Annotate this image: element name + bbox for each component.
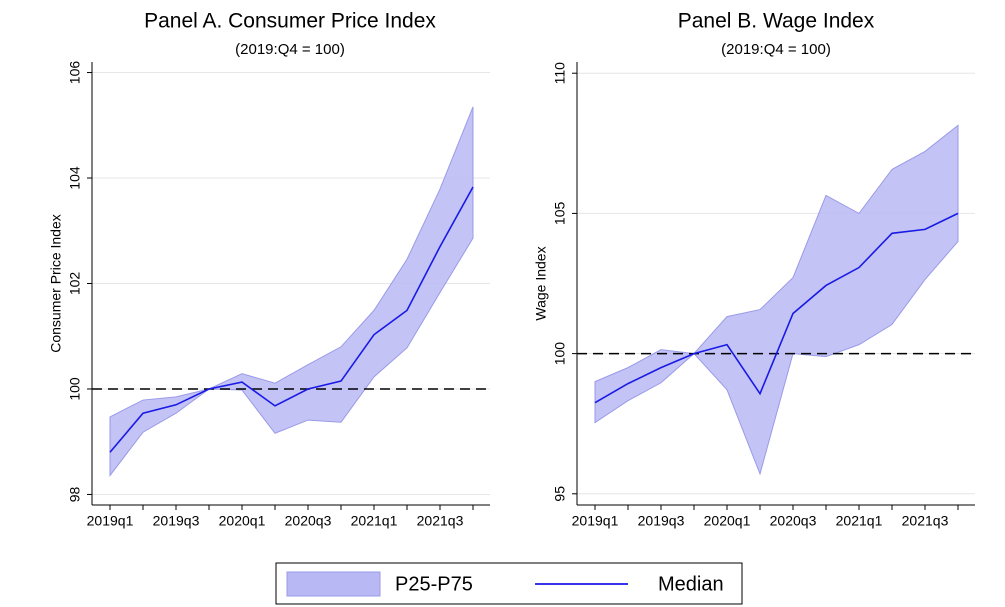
y-tick-label: 110 [552, 62, 568, 85]
x-tick-label: 2020q3 [285, 513, 332, 529]
legend-swatch-band [286, 571, 381, 597]
median-line [109, 186, 474, 453]
y-tick-label: 104 [67, 166, 83, 190]
chart-title: Panel B. Wage Index [678, 10, 875, 33]
x-tick-label: 2019q3 [153, 513, 200, 529]
y-tick-label: 95 [552, 486, 568, 502]
x-tick-label: 2021q3 [902, 513, 949, 529]
x-tick-label: 2020q1 [219, 513, 266, 529]
chart-subtitle: (2019:Q4 = 100) [235, 41, 345, 58]
x-tick-label: 2020q3 [770, 513, 817, 529]
x-tick-label: 2019q3 [638, 513, 685, 529]
y-axis-label: Consumer Price Index [48, 214, 64, 353]
y-tick-label: 100 [552, 342, 568, 366]
chart-title: Panel A. Consumer Price Index [144, 10, 436, 33]
median-line [594, 212, 959, 404]
x-tick-label: 2020q1 [704, 513, 751, 529]
x-tick-label: 2021q1 [836, 513, 883, 529]
y-tick-label: 98 [67, 486, 83, 502]
x-tick-label: 2019q1 [572, 513, 619, 529]
x-tick-label: 2021q3 [417, 513, 464, 529]
y-tick-label: 105 [552, 202, 568, 226]
legend-label: Median [658, 573, 724, 595]
y-tick-label: 100 [67, 377, 83, 401]
x-tick-label: 2019q1 [87, 513, 134, 529]
legend-label: P25-P75 [395, 573, 473, 595]
y-tick-label: 102 [67, 272, 83, 296]
chart-subtitle: (2019:Q4 = 100) [721, 41, 831, 58]
y-tick-label: 106 [67, 61, 83, 85]
x-tick-label: 2021q1 [351, 513, 398, 529]
y-axis-label: Wage Index [533, 246, 549, 320]
